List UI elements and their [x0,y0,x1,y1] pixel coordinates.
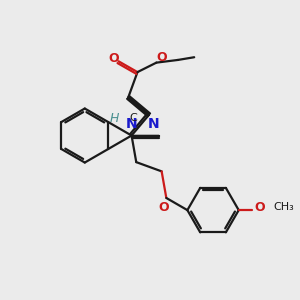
Text: C: C [129,113,137,123]
Text: H: H [110,112,119,125]
Text: O: O [158,201,169,214]
Text: O: O [156,51,166,64]
Text: O: O [255,201,265,214]
Text: CH₃: CH₃ [273,202,294,212]
Text: N: N [126,117,137,131]
Text: N: N [148,118,160,131]
Text: O: O [108,52,119,65]
